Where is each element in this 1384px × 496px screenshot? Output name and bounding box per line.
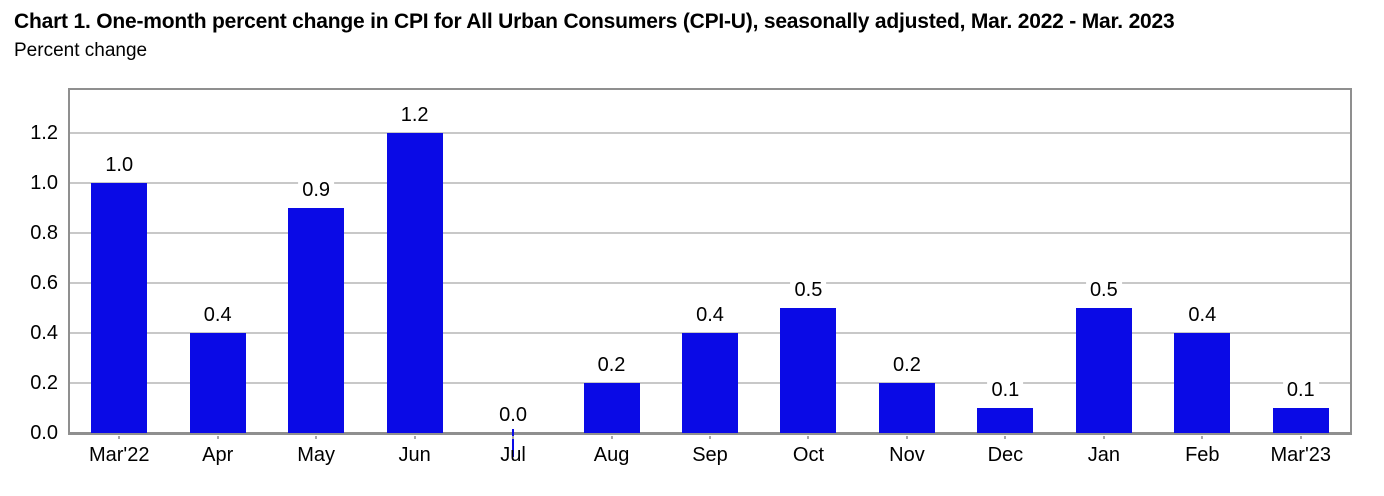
gridline xyxy=(70,182,1350,184)
bar-value-label: 0.0 xyxy=(495,403,531,427)
y-tick-label: 1.2 xyxy=(30,122,58,144)
x-tick-mark xyxy=(512,436,515,439)
bar xyxy=(386,133,443,433)
bar xyxy=(91,183,148,433)
x-tick-mark xyxy=(1004,436,1007,439)
y-tick-label: 0.8 xyxy=(30,222,58,244)
x-tick-mark xyxy=(1299,436,1302,439)
x-tick-label: May xyxy=(297,444,336,466)
y-axis-unit-label: Percent change xyxy=(14,40,148,61)
x-tick-label: Nov xyxy=(889,444,925,466)
x-tick-mark xyxy=(1201,436,1204,439)
bar xyxy=(1272,408,1329,433)
gridline xyxy=(70,232,1350,234)
x-tick-label: Mar'23 xyxy=(1270,444,1332,466)
bar xyxy=(288,208,345,433)
bar-value-label: 0.4 xyxy=(692,303,728,327)
bar xyxy=(977,408,1034,433)
bar-value-label: 0.2 xyxy=(593,353,630,377)
x-tick-label: Mar'22 xyxy=(88,444,150,466)
x-tick-label: Sep xyxy=(692,444,728,466)
bar-value-label: 0.1 xyxy=(1282,378,1319,402)
x-tick-label: Dec xyxy=(987,444,1024,466)
bar-value-label: 0.5 xyxy=(1085,278,1122,302)
bar-value-label: 1.0 xyxy=(101,153,138,177)
bar-value-label: 0.2 xyxy=(889,353,925,377)
bar xyxy=(1075,308,1132,433)
x-tick-label: Jan xyxy=(1087,444,1120,466)
x-tick-label: Apr xyxy=(202,444,234,466)
y-tick-label: 0.0 xyxy=(30,422,58,444)
x-tick-mark xyxy=(118,436,121,439)
x-tick-label: Feb xyxy=(1185,444,1220,466)
bar-value-label: 0.9 xyxy=(298,178,335,202)
gridline xyxy=(70,282,1350,284)
chart-title: Chart 1. One-month percent change in CPI… xyxy=(14,10,1175,33)
bar xyxy=(583,383,640,433)
bar xyxy=(682,333,738,433)
y-tick-label: 0.4 xyxy=(30,322,58,344)
zero-bar-spike xyxy=(512,429,515,457)
y-tick-label: 1.0 xyxy=(30,172,58,194)
bar-value-label: 1.2 xyxy=(396,103,433,127)
bar-value-label: 0.5 xyxy=(790,278,827,302)
x-tick-mark xyxy=(709,436,711,439)
x-tick-label: Jun xyxy=(398,444,431,466)
bar-value-label: 0.1 xyxy=(987,378,1024,402)
bar-value-label: 0.4 xyxy=(1184,303,1221,327)
y-tick-label: 0.2 xyxy=(30,372,58,394)
x-tick-label: Oct xyxy=(792,444,825,466)
x-tick-mark xyxy=(905,436,908,439)
bar xyxy=(878,383,935,433)
x-tick-mark xyxy=(315,436,318,439)
x-tick-mark xyxy=(216,436,219,439)
bar xyxy=(1174,333,1231,433)
x-tick-mark xyxy=(1102,436,1105,439)
x-tick-mark xyxy=(610,436,613,439)
x-tick-mark xyxy=(413,436,416,439)
x-tick-label: Jul xyxy=(500,444,526,466)
gridline xyxy=(70,132,1350,134)
x-tick-mark xyxy=(807,436,810,439)
bar xyxy=(189,333,246,433)
x-tick-label: Aug xyxy=(593,444,630,466)
bar-value-label: 0.4 xyxy=(199,303,236,327)
y-tick-label: 0.6 xyxy=(30,272,58,294)
bar xyxy=(780,308,837,433)
